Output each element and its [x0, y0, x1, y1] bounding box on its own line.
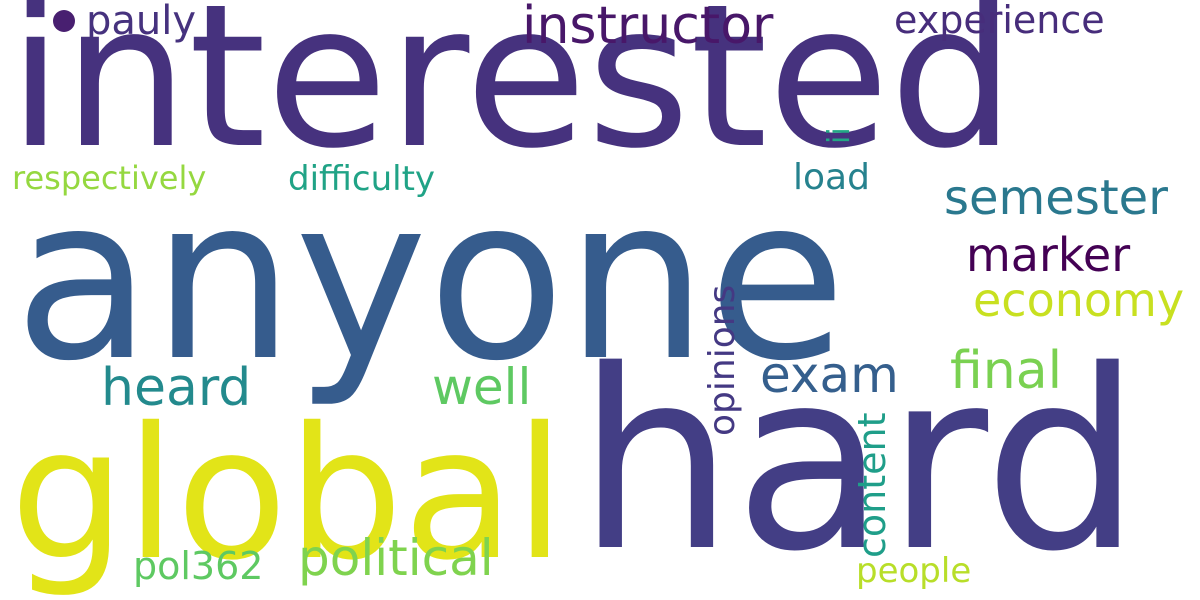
- word-opinions: opinions: [702, 284, 743, 436]
- word-anyone: anyone: [14, 149, 847, 411]
- word-ii: ii: [822, 127, 857, 144]
- word-pauly: pauly: [86, 0, 197, 44]
- word-heard: heard: [101, 358, 252, 418]
- word-global: global: [10, 388, 566, 600]
- word-hard: hard: [577, 318, 1142, 600]
- word-difficulty: difficulty: [288, 159, 436, 199]
- dot-marker: [53, 10, 75, 32]
- word-load: load: [793, 157, 870, 198]
- word-marker: marker: [966, 228, 1131, 282]
- word-instructor: instructor: [522, 0, 774, 56]
- word-interested: interested: [8, 0, 1016, 192]
- word-final: final: [950, 341, 1063, 401]
- word-respectively: respectively: [12, 159, 207, 197]
- word-content: content: [850, 412, 894, 559]
- word-experience: experience: [894, 0, 1105, 42]
- word-well: well: [432, 358, 532, 416]
- word-economy: economy: [973, 273, 1185, 327]
- word-exam: exam: [760, 346, 899, 404]
- word-semester: semester: [944, 170, 1168, 226]
- word-people: people: [856, 551, 972, 591]
- word-political: political: [298, 529, 494, 587]
- word-pol362: pol362: [133, 544, 264, 588]
